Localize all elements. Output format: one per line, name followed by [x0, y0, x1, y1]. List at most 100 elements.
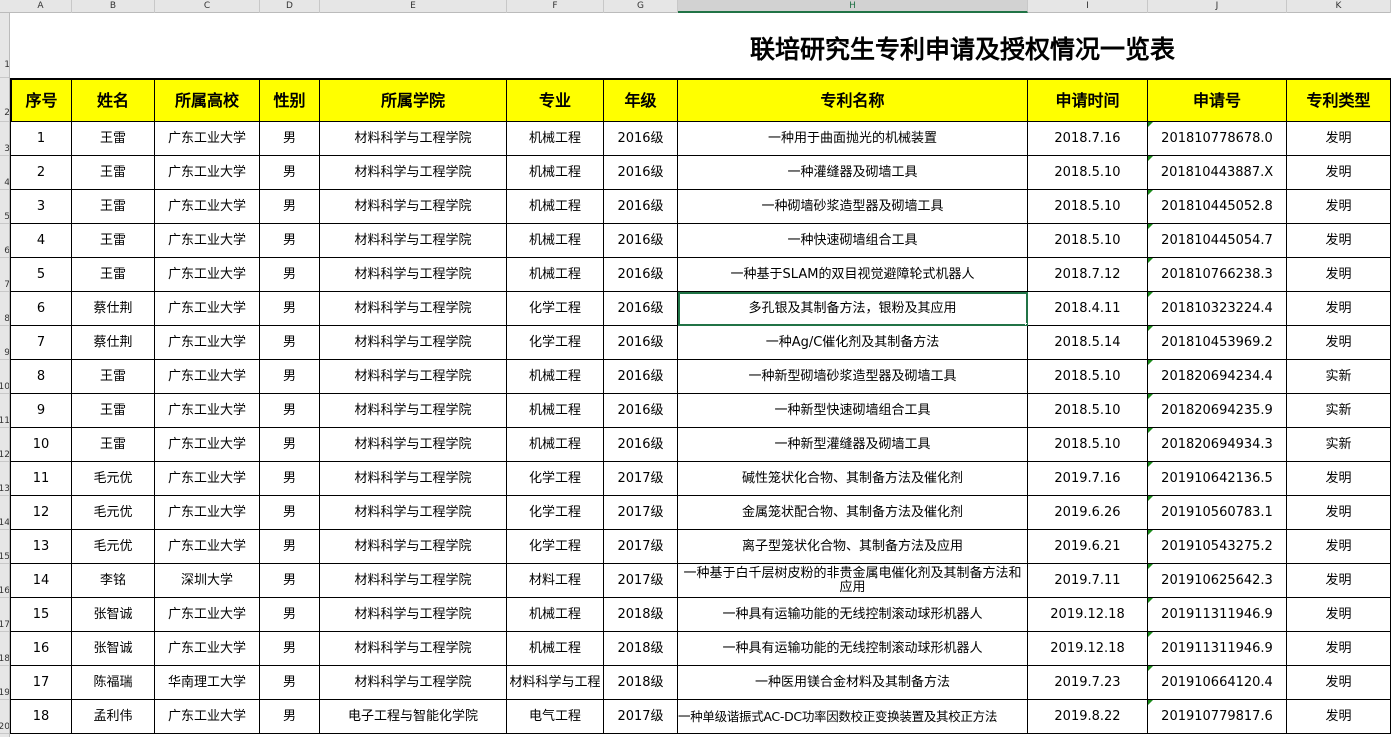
header-cell[interactable]: 专业 — [507, 78, 604, 122]
cell-k[interactable]: 发明 — [1287, 258, 1391, 292]
cell-g[interactable]: 2018级 — [604, 666, 678, 700]
cell-i[interactable]: 2018.5.14 — [1028, 326, 1148, 360]
row-header-13[interactable]: 13 — [0, 462, 9, 496]
header-cell[interactable]: 姓名 — [72, 78, 155, 122]
fill-handle[interactable] — [1025, 323, 1027, 325]
cell-h[interactable]: 一种用于曲面抛光的机械装置 — [678, 122, 1028, 156]
cell-h[interactable]: 一种具有运输功能的无线控制滚动球形机器人 — [678, 632, 1028, 666]
cell-d[interactable]: 男 — [260, 394, 320, 428]
row-header-8[interactable]: 8 — [0, 292, 9, 326]
cell-d[interactable]: 男 — [260, 632, 320, 666]
cell-c[interactable]: 广东工业大学 — [155, 292, 260, 326]
cell-h[interactable]: 一种基于SLAM的双目视觉避障轮式机器人 — [678, 258, 1028, 292]
cell-a[interactable]: 1 — [10, 122, 72, 156]
cell-g[interactable]: 2017级 — [604, 530, 678, 564]
cell-f[interactable]: 化学工程 — [507, 530, 604, 564]
column-header-c[interactable]: C — [155, 0, 260, 13]
cell-h[interactable]: 碱性笼状化合物、其制备方法及催化剂 — [678, 462, 1028, 496]
cell-k[interactable]: 发明 — [1287, 190, 1391, 224]
cell-j[interactable]: 201911311946.9 — [1148, 598, 1287, 632]
cell-f[interactable]: 机械工程 — [507, 360, 604, 394]
cell-h[interactable]: 一种新型砌墙砂浆造型器及砌墙工具 — [678, 360, 1028, 394]
cell-c[interactable]: 广东工业大学 — [155, 598, 260, 632]
cell-b[interactable]: 王雷 — [72, 258, 155, 292]
cell-a[interactable]: 14 — [10, 564, 72, 598]
header-cell[interactable]: 所属高校 — [155, 78, 260, 122]
cell-i[interactable]: 2018.7.16 — [1028, 122, 1148, 156]
cell-g[interactable]: 2016级 — [604, 122, 678, 156]
cell-d[interactable]: 男 — [260, 360, 320, 394]
cell-b[interactable]: 毛元优 — [72, 530, 155, 564]
cell-k[interactable]: 实新 — [1287, 428, 1391, 462]
cell-k[interactable]: 发明 — [1287, 122, 1391, 156]
cell-j[interactable]: 201810443887.X — [1148, 156, 1287, 190]
row-header-3[interactable]: 3 — [0, 122, 9, 156]
cell-j[interactable]: 201911311946.9 — [1148, 632, 1287, 666]
row-header-6[interactable]: 6 — [0, 224, 9, 258]
cell-c[interactable]: 广东工业大学 — [155, 700, 260, 734]
cell-j[interactable]: 201810766238.3 — [1148, 258, 1287, 292]
cell-j[interactable]: 201910779817.6 — [1148, 700, 1287, 734]
cell-d[interactable]: 男 — [260, 190, 320, 224]
cell-i[interactable]: 2018.7.12 — [1028, 258, 1148, 292]
column-header-b[interactable]: B — [72, 0, 155, 13]
cell-a[interactable]: 4 — [10, 224, 72, 258]
cell-i[interactable]: 2018.4.11 — [1028, 292, 1148, 326]
cell-b[interactable]: 王雷 — [72, 360, 155, 394]
cell-h[interactable]: 离子型笼状化合物、其制备方法及应用 — [678, 530, 1028, 564]
cell-f[interactable]: 机械工程 — [507, 190, 604, 224]
cell-e[interactable]: 材料科学与工程学院 — [320, 632, 507, 666]
cell-h[interactable]: 一种Ag/C催化剂及其制备方法 — [678, 326, 1028, 360]
cell-k[interactable]: 发明 — [1287, 292, 1391, 326]
cell-d[interactable]: 男 — [260, 428, 320, 462]
cell-f[interactable]: 化学工程 — [507, 326, 604, 360]
cell-a[interactable]: 15 — [10, 598, 72, 632]
cell-f[interactable]: 材料科学与工程 — [507, 666, 604, 700]
cell-b[interactable]: 陈福瑞 — [72, 666, 155, 700]
cell-k[interactable]: 发明 — [1287, 700, 1391, 734]
cell-g[interactable]: 2017级 — [604, 564, 678, 598]
cell-k[interactable]: 发明 — [1287, 632, 1391, 666]
row-header-1[interactable]: 1 — [0, 13, 9, 78]
row-header-12[interactable]: 12 — [0, 428, 9, 462]
cell-d[interactable]: 男 — [260, 598, 320, 632]
cell-g[interactable]: 2016级 — [604, 360, 678, 394]
cell-c[interactable]: 广东工业大学 — [155, 530, 260, 564]
cell-g[interactable]: 2017级 — [604, 496, 678, 530]
cell-b[interactable]: 王雷 — [72, 224, 155, 258]
cell-e[interactable]: 材料科学与工程学院 — [320, 394, 507, 428]
cell-b[interactable]: 李铭 — [72, 564, 155, 598]
cell-a[interactable]: 17 — [10, 666, 72, 700]
cell-i[interactable]: 2018.5.10 — [1028, 360, 1148, 394]
row-header-17[interactable]: 17 — [0, 598, 9, 632]
cell-i[interactable]: 2019.12.18 — [1028, 598, 1148, 632]
cell-b[interactable]: 毛元优 — [72, 462, 155, 496]
cell-j[interactable]: 201910625642.3 — [1148, 564, 1287, 598]
cell-e[interactable]: 材料科学与工程学院 — [320, 360, 507, 394]
cell-e[interactable]: 材料科学与工程学院 — [320, 156, 507, 190]
cell-e[interactable]: 材料科学与工程学院 — [320, 428, 507, 462]
cell-g[interactable]: 2016级 — [604, 190, 678, 224]
cell-g[interactable]: 2016级 — [604, 292, 678, 326]
column-header-d[interactable]: D — [260, 0, 320, 13]
cell-e[interactable]: 材料科学与工程学院 — [320, 666, 507, 700]
cell-g[interactable]: 2016级 — [604, 428, 678, 462]
cell-j[interactable]: 201910560783.1 — [1148, 496, 1287, 530]
cell-h[interactable]: 一种新型灌缝器及砌墙工具 — [678, 428, 1028, 462]
header-cell[interactable]: 年级 — [604, 78, 678, 122]
cell-g[interactable]: 2016级 — [604, 394, 678, 428]
cell-j[interactable]: 201810323224.4 — [1148, 292, 1287, 326]
cell-e[interactable]: 材料科学与工程学院 — [320, 258, 507, 292]
sheet-title-cell[interactable]: 联培研究生专利申请及授权情况一览表 — [10, 13, 1391, 78]
cell-h[interactable]: 一种基于白千层树皮粉的非贵金属电催化剂及其制备方法和应用 — [678, 564, 1028, 598]
column-header-j[interactable]: J — [1148, 0, 1287, 13]
cell-j[interactable]: 201910664120.4 — [1148, 666, 1287, 700]
cell-h[interactable]: 金属笼状配合物、其制备方法及催化剂 — [678, 496, 1028, 530]
cell-i[interactable]: 2019.7.16 — [1028, 462, 1148, 496]
cell-i[interactable]: 2019.7.23 — [1028, 666, 1148, 700]
cell-b[interactable]: 蔡仕荆 — [72, 326, 155, 360]
cell-b[interactable]: 王雷 — [72, 428, 155, 462]
cell-c[interactable]: 广东工业大学 — [155, 156, 260, 190]
cell-e[interactable]: 材料科学与工程学院 — [320, 564, 507, 598]
cell-h[interactable]: 一种单级谐振式AC-DC功率因数校正变换装置及其校正方法 — [678, 700, 1028, 734]
